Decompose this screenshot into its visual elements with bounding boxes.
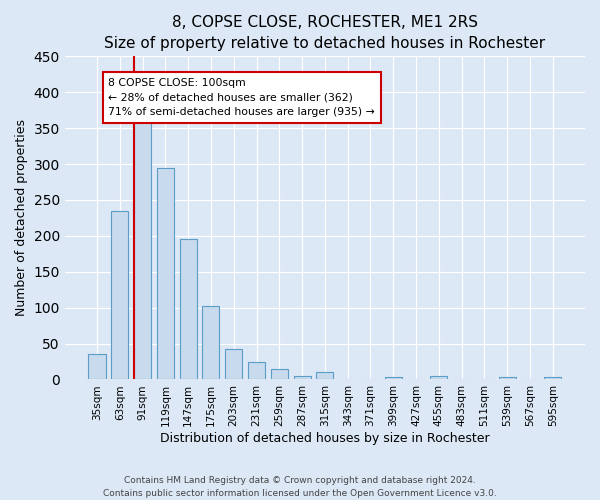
Bar	[316, 372, 334, 380]
Bar	[544, 378, 562, 380]
Bar	[134, 118, 151, 380]
X-axis label: Distribution of detached houses by size in Rochester: Distribution of detached houses by size …	[160, 432, 490, 445]
Bar	[111, 210, 128, 380]
Bar	[271, 370, 288, 380]
Bar	[179, 238, 197, 380]
Bar	[339, 378, 356, 380]
Bar	[225, 348, 242, 380]
Bar	[293, 376, 311, 380]
Y-axis label: Number of detached properties: Number of detached properties	[15, 120, 28, 316]
Bar	[430, 376, 448, 380]
Title: 8, COPSE CLOSE, ROCHESTER, ME1 2RS
Size of property relative to detached houses : 8, COPSE CLOSE, ROCHESTER, ME1 2RS Size …	[104, 15, 545, 51]
Text: 8 COPSE CLOSE: 100sqm
← 28% of detached houses are smaller (362)
71% of semi-det: 8 COPSE CLOSE: 100sqm ← 28% of detached …	[109, 78, 375, 118]
Text: Contains HM Land Registry data © Crown copyright and database right 2024.
Contai: Contains HM Land Registry data © Crown c…	[103, 476, 497, 498]
Bar	[88, 354, 106, 380]
Bar	[157, 168, 174, 380]
Bar	[499, 378, 516, 380]
Bar	[202, 306, 220, 380]
Bar	[385, 376, 402, 380]
Bar	[248, 362, 265, 380]
